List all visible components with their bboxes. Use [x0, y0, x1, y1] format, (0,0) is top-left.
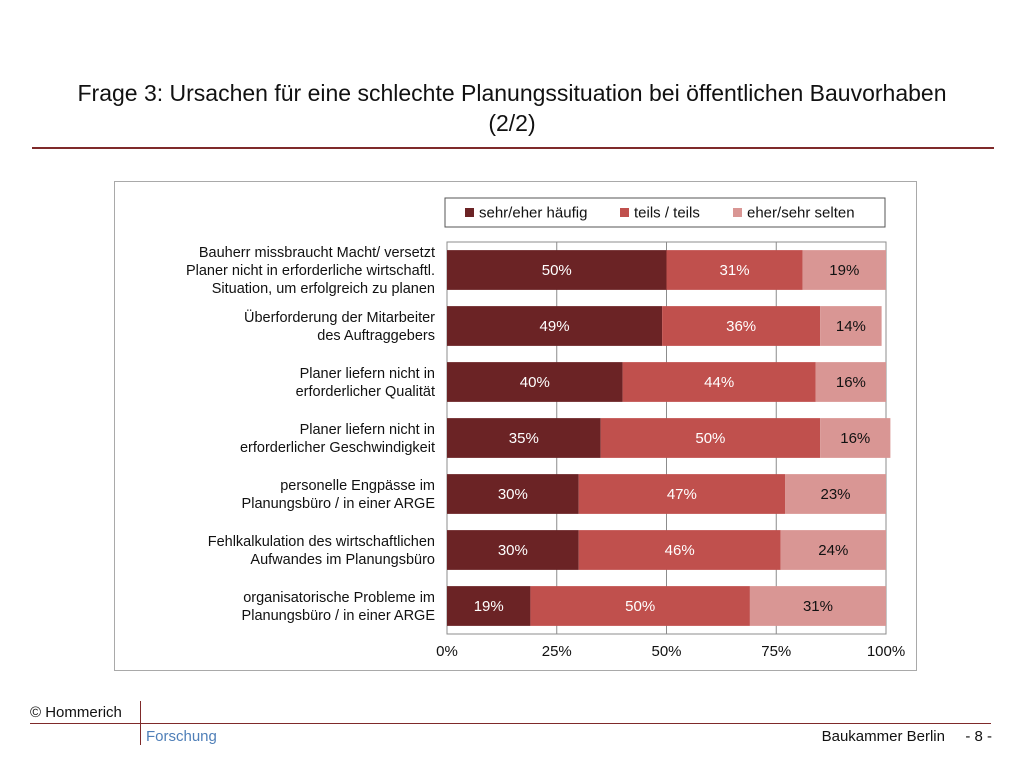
data-label: 46% [665, 542, 695, 559]
data-label: 19% [474, 598, 504, 615]
data-label: 16% [840, 430, 870, 447]
page-title: Frage 3: Ursachen für eine schlechte Pla… [20, 78, 1004, 138]
category-label: Planungsbüro / in einer ARGE [242, 608, 436, 624]
bar-segment [447, 418, 601, 458]
data-label: 35% [509, 430, 539, 447]
legend [444, 197, 886, 228]
bar-segment [578, 530, 781, 570]
category-label: personelle Engpässe im [280, 478, 435, 494]
page-title-line-2: (2/2) [488, 110, 536, 136]
bar-segment [662, 306, 821, 346]
legend-label: eher/sehr selten [747, 205, 855, 222]
data-label: 16% [836, 374, 866, 391]
bar-segment [622, 362, 816, 402]
data-label: 31% [803, 598, 833, 615]
legend-swatch [465, 208, 474, 217]
data-label: 23% [820, 486, 850, 503]
legend-swatch [620, 208, 629, 217]
legend-label: sehr/eher häufig [479, 205, 587, 222]
category-label: Planer nicht in erforderliche wirtschaft… [186, 263, 435, 279]
title-divider [32, 147, 994, 149]
bar-segment [447, 362, 623, 402]
x-tick-label: 50% [651, 643, 681, 660]
bar-segment [820, 418, 891, 458]
legend-label: teils / teils [634, 205, 700, 222]
x-tick-label: 25% [542, 643, 572, 660]
bar-segment [447, 530, 579, 570]
data-label: 49% [540, 318, 570, 335]
bar-segment [447, 250, 667, 290]
data-label: 19% [829, 262, 859, 279]
category-label: Fehlkalkulation des wirtschaftlichen [208, 534, 435, 550]
data-label: 50% [625, 598, 655, 615]
copyright-label: © Hommerich [30, 704, 122, 721]
data-label: 50% [542, 262, 572, 279]
data-label: 31% [720, 262, 750, 279]
organization-label: Baukammer Berlin [821, 728, 945, 745]
research-label: Forschung [146, 728, 217, 745]
data-label: 44% [704, 374, 734, 391]
chart-frame: 50% 31% 19% Bauherr missbraucht Macht/ vers… [114, 181, 917, 671]
category-label: Planungsbüro / in einer ARGE [242, 496, 436, 512]
data-label: 47% [667, 486, 697, 503]
bar-segment [780, 530, 886, 570]
bar-segment [447, 586, 531, 626]
x-tick-label: 100% [867, 643, 905, 660]
bar-segment [802, 250, 886, 290]
category-label: Aufwandes im Planungsbüro [250, 552, 435, 568]
bar-segment [447, 474, 579, 514]
bar-segment [815, 362, 886, 402]
bar-segment [447, 306, 663, 346]
data-label: 24% [818, 542, 848, 559]
category-label: Planer liefern nicht in [300, 366, 435, 382]
category-label: erforderlicher Geschwindigkeit [240, 440, 435, 456]
data-label: 50% [695, 430, 725, 447]
category-label: erforderlicher Qualität [296, 384, 435, 400]
legend-swatch [733, 208, 742, 217]
footer-divider-horizontal [30, 723, 991, 724]
data-label: 36% [726, 318, 756, 335]
data-label: 14% [836, 318, 866, 335]
data-label: 30% [498, 486, 528, 503]
data-label: 40% [520, 374, 550, 391]
stacked-bar-chart: 50% 31% 19% Bauherr missbraucht Macht/ vers… [186, 197, 905, 660]
category-label: organisatorische Probleme im [243, 590, 435, 606]
category-label: Situation, um erfolgreich zu planen [212, 281, 435, 297]
footer-divider-vertical [140, 701, 141, 745]
page-title-line-1: Frage 3: Ursachen für eine schlechte Pla… [77, 80, 947, 106]
category-label: Planer liefern nicht in [300, 422, 435, 438]
category-label: des Auftraggebers [317, 328, 435, 344]
category-label: Überforderung der Mitarbeiter [244, 308, 435, 326]
x-tick-label: 0% [436, 643, 458, 660]
x-tick-label: 75% [761, 643, 791, 660]
bar-segment [578, 474, 786, 514]
bar-segment [820, 306, 882, 346]
bar-segment [600, 418, 821, 458]
bar-segment [785, 474, 886, 514]
category-label: Bauherr missbraucht Macht/ versetzt [199, 245, 435, 261]
bar-segment [530, 586, 750, 626]
bar-segment [666, 250, 803, 290]
bar-segment [749, 586, 886, 626]
page-number: - 8 - [965, 728, 992, 745]
data-label: 30% [498, 542, 528, 559]
